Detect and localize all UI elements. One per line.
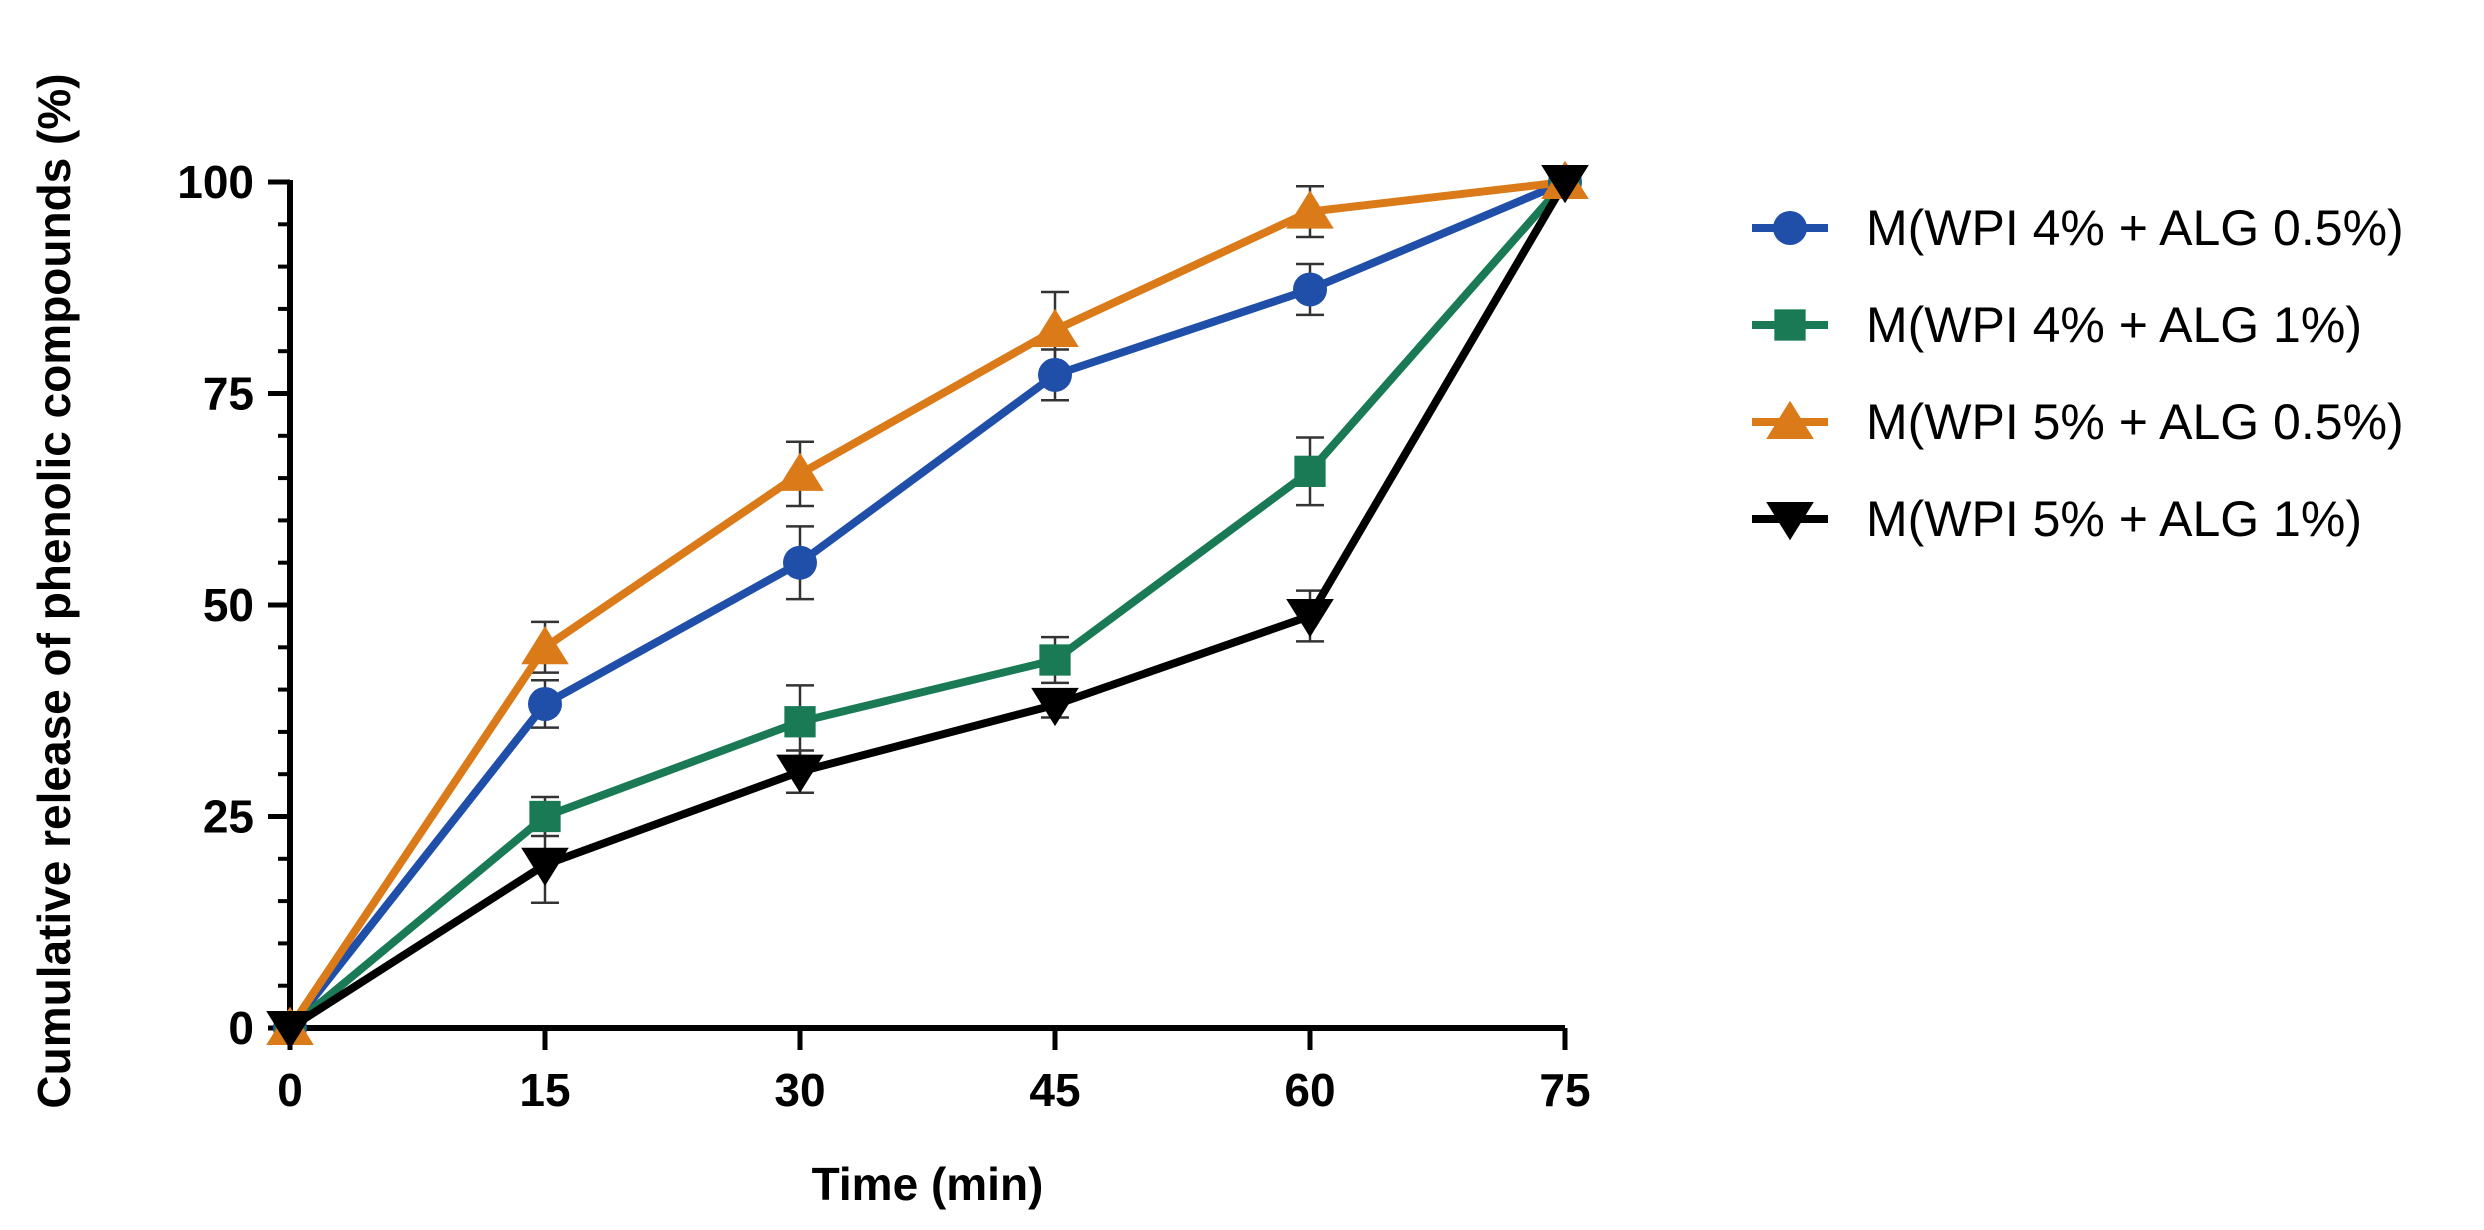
x-tick-label: 0 [277,1064,303,1116]
data-point [1286,190,1334,229]
data-point [521,847,569,886]
x-tick-label: 30 [774,1064,825,1116]
x-tick-label: 45 [1029,1064,1080,1116]
data-point [1031,687,1079,727]
y-tick-label: 0 [228,1002,254,1054]
y-tick-label: 25 [203,791,254,843]
legend-label: M(WPI 4% + ALG 0.5%) [1866,200,2404,256]
data-point [1286,598,1334,638]
series-line-4 [287,179,1569,1032]
data-point [521,626,569,665]
y-tick-label: 50 [203,579,254,631]
x-axis-title: Time (min) [812,1158,1044,1210]
data-point [528,686,562,721]
legend-item: M(WPI 5% + ALG 1%) [1752,491,2362,547]
legend: M(WPI 4% + ALG 0.5%) M(WPI 4% + ALG 1%) M(… [1752,200,2404,547]
series-lines [286,178,1569,1032]
data-point [1038,357,1072,392]
legend-item: M(WPI 4% + ALG 1%) [1752,297,2362,353]
data-point [776,452,824,491]
legend-label: M(WPI 5% + ALG 1%) [1866,491,2362,547]
y-tick-label: 100 [177,156,254,208]
series-line-2 [287,179,1569,1032]
legend-label: M(WPI 4% + ALG 1%) [1866,297,2362,353]
legend-label: M(WPI 5% + ALG 0.5%) [1866,394,2404,450]
data-point [1293,272,1327,307]
data-point [1294,455,1326,487]
legend-marker [1766,502,1814,541]
data-point [1031,308,1079,348]
data-point [1039,644,1071,676]
series-line-3 [286,178,1566,1031]
data-point [529,800,561,833]
data-point [266,1011,314,1050]
y-axis-title: Cumulative release of phenolic compounds… [28,73,80,1108]
x-tick-label: 75 [1539,1064,1590,1116]
legend-marker [1773,211,1807,245]
x-tick-label: 15 [519,1064,570,1116]
legend-marker [1766,400,1814,439]
axes: 0 25 50 75 100 0 15 30 45 60 75 [177,156,1590,1116]
x-tick-label: 60 [1284,1064,1335,1116]
legend-marker [1774,309,1806,341]
series-markers [266,160,1589,1050]
data-point [1541,165,1589,204]
data-point [783,545,817,580]
series-line-1 [286,178,1567,1031]
legend-item: M(WPI 5% + ALG 0.5%) [1752,394,2404,450]
data-point [784,706,816,738]
y-tick-label: 75 [203,368,254,420]
legend-item: M(WPI 4% + ALG 0.5%) [1752,200,2404,256]
data-point [776,754,824,793]
